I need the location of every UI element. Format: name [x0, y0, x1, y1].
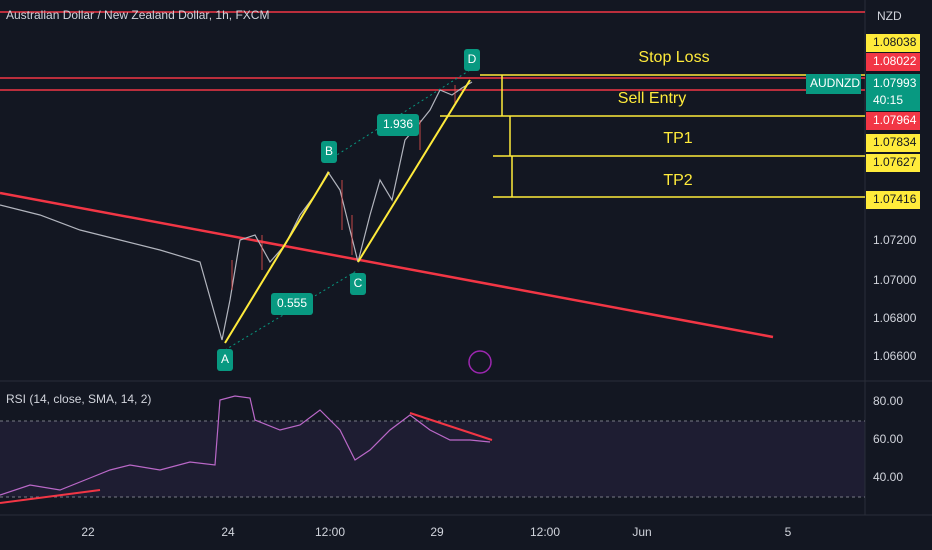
rsi-trend-low — [0, 489, 101, 504]
label-bg — [866, 53, 920, 71]
label-bg — [866, 191, 920, 209]
leg-cd — [357, 79, 471, 263]
trendline — [0, 191, 774, 339]
tp2-label: TP2 — [663, 172, 692, 189]
time-label: 22 — [81, 525, 95, 539]
trade-levels — [440, 74, 865, 198]
time-label: 12:00 — [530, 525, 560, 539]
price-label: 1.07993 — [873, 76, 917, 90]
symbol-title: Australian Dollar / New Zealand Dollar, … — [6, 8, 269, 22]
price-label: 1.08022 — [873, 54, 917, 68]
currency: NZD — [877, 9, 902, 23]
rsi-label: RSI (14, close, SMA, 14, 2) — [6, 392, 151, 406]
price-label: 1.06600 — [873, 349, 917, 363]
point-label: C — [354, 276, 363, 290]
time-label: 5 — [785, 525, 792, 539]
label-bg — [866, 112, 920, 130]
time-label: 24 — [221, 525, 235, 539]
label-bg — [866, 154, 920, 172]
sell-entry-label: Sell Entry — [618, 90, 686, 107]
label-bg — [866, 134, 920, 152]
label-bg — [866, 34, 920, 52]
rsi-band — [0, 421, 865, 497]
point-label: A — [221, 352, 229, 366]
ratio-label: 0.555 — [277, 296, 307, 310]
alert-icon[interactable] — [468, 350, 492, 374]
stop-loss-label: Stop Loss — [638, 49, 709, 66]
leg-ab — [224, 171, 330, 344]
rsi-tick: 60.00 — [873, 432, 903, 446]
rsi-line — [0, 395, 491, 496]
time-label: 29 — [430, 525, 444, 539]
time-label: Jun — [632, 525, 651, 539]
symbol: AUDNZD — [810, 76, 860, 90]
price-label: 1.07627 — [873, 155, 917, 169]
price-label: 1.07416 — [873, 192, 917, 206]
price-label: 1.07964 — [873, 113, 917, 127]
candles — [231, 85, 456, 290]
leg-ac — [224, 269, 359, 351]
point-label: B — [325, 144, 333, 158]
point-label: D — [468, 52, 477, 66]
price-axis: 1.08038 1.08022 AUDNZD 1.07993 40:15 1.0… — [806, 34, 920, 363]
rsi-tick: 80.00 — [873, 394, 903, 408]
tp1-label: TP1 — [663, 130, 692, 147]
countdown: 40:15 — [873, 93, 903, 107]
rsi-tick: 40.00 — [873, 470, 903, 484]
pattern-labels: A B C D 0.555 1.936 — [217, 49, 480, 371]
rsi-trend-high — [409, 412, 493, 441]
price-label: 1.07000 — [873, 273, 917, 287]
price-label: 1.08038 — [873, 35, 917, 49]
ratio-label: 1.936 — [383, 117, 413, 131]
price-label: 1.06800 — [873, 311, 917, 325]
symbol-bg — [806, 74, 861, 94]
time-label: 12:00 — [315, 525, 345, 539]
time-axis: 22 24 12:00 29 12:00 Jun 5 — [81, 525, 791, 539]
price-label: 1.07834 — [873, 135, 917, 149]
label-bg — [866, 74, 920, 111]
price-label: 1.07200 — [873, 233, 917, 247]
